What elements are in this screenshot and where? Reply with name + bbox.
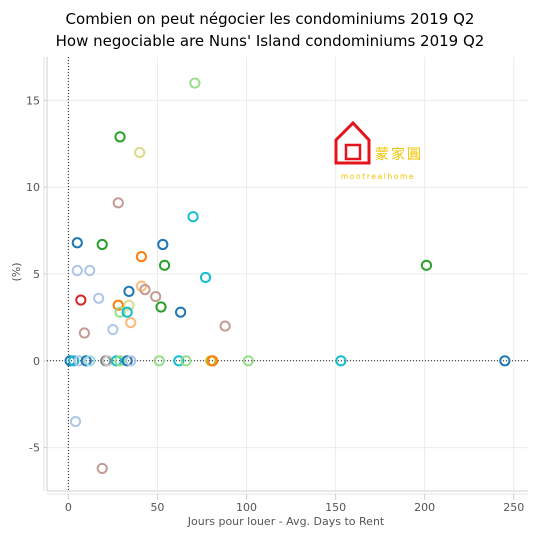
data-point bbox=[84, 355, 96, 367]
data-point bbox=[157, 238, 169, 251]
data-point bbox=[121, 306, 133, 318]
axes bbox=[43, 57, 528, 500]
data-point bbox=[69, 415, 82, 428]
data-point bbox=[187, 211, 199, 223]
tick-labels: 0 50 100 150 200 250 -5 0 5 10 15 bbox=[26, 94, 524, 514]
data-point bbox=[175, 306, 187, 318]
data-point bbox=[114, 355, 126, 367]
gridlines bbox=[47, 57, 528, 491]
data-point bbox=[78, 327, 91, 339]
chart-title-line-1: Combien on peut négocier les condominium… bbox=[66, 10, 475, 28]
data-point bbox=[180, 355, 192, 367]
data-point bbox=[123, 299, 135, 311]
x-axis-label: Jours pour louer - Avg. Days to Rent bbox=[187, 515, 385, 528]
data-point bbox=[73, 355, 85, 367]
data-point bbox=[75, 294, 87, 306]
data-point bbox=[150, 290, 162, 303]
data-point bbox=[84, 264, 96, 277]
data-point bbox=[68, 355, 80, 367]
data-point bbox=[114, 306, 126, 318]
house-icon bbox=[334, 120, 371, 165]
data-point bbox=[112, 299, 124, 311]
data-point bbox=[242, 355, 254, 367]
data-point bbox=[107, 323, 119, 336]
data-point bbox=[135, 251, 148, 263]
x-tick-label: 100 bbox=[236, 501, 257, 514]
data-point bbox=[71, 264, 83, 277]
data-point bbox=[114, 131, 126, 143]
y-tick-label: 5 bbox=[33, 268, 40, 281]
data-point bbox=[123, 285, 135, 297]
x-tick-label: 250 bbox=[503, 501, 524, 514]
y-axis-label: (%) bbox=[10, 262, 23, 281]
data-point bbox=[189, 77, 201, 89]
x-tick-label: 0 bbox=[65, 501, 72, 514]
data-point bbox=[153, 355, 165, 367]
data-point bbox=[499, 355, 511, 367]
data-point bbox=[199, 271, 212, 284]
data-point bbox=[121, 355, 133, 367]
data-point bbox=[112, 197, 124, 209]
y-tick-label: 15 bbox=[26, 94, 40, 107]
chart-title-line-2: How negociable are Nuns' Island condomin… bbox=[56, 32, 485, 50]
watermark-logo: 蒙家圓 montrealhome bbox=[334, 120, 423, 181]
data-point bbox=[80, 355, 92, 367]
x-tick-label: 200 bbox=[414, 501, 435, 514]
data-points bbox=[64, 77, 511, 475]
y-tick-label: -5 bbox=[29, 442, 40, 455]
x-tick-label: 150 bbox=[325, 501, 346, 514]
data-point bbox=[93, 292, 105, 304]
data-point bbox=[139, 284, 151, 296]
data-point bbox=[96, 238, 108, 251]
logo-chinese-text: 蒙家圓 bbox=[375, 146, 423, 163]
data-point bbox=[158, 259, 171, 271]
data-point bbox=[71, 237, 83, 249]
data-point bbox=[125, 355, 137, 367]
y-tick-label: 10 bbox=[26, 181, 40, 194]
data-point bbox=[155, 301, 167, 313]
data-point bbox=[134, 146, 146, 159]
data-point bbox=[173, 355, 185, 367]
x-tick-label: 50 bbox=[150, 501, 164, 514]
data-point bbox=[207, 355, 219, 367]
data-point bbox=[96, 462, 108, 475]
data-point bbox=[125, 317, 137, 329]
data-point bbox=[335, 355, 347, 367]
data-point bbox=[219, 320, 231, 332]
y-tick-label: 0 bbox=[33, 355, 40, 368]
data-point bbox=[420, 259, 433, 271]
logo-latin-text: montrealhome bbox=[341, 172, 415, 181]
data-point bbox=[110, 355, 123, 367]
